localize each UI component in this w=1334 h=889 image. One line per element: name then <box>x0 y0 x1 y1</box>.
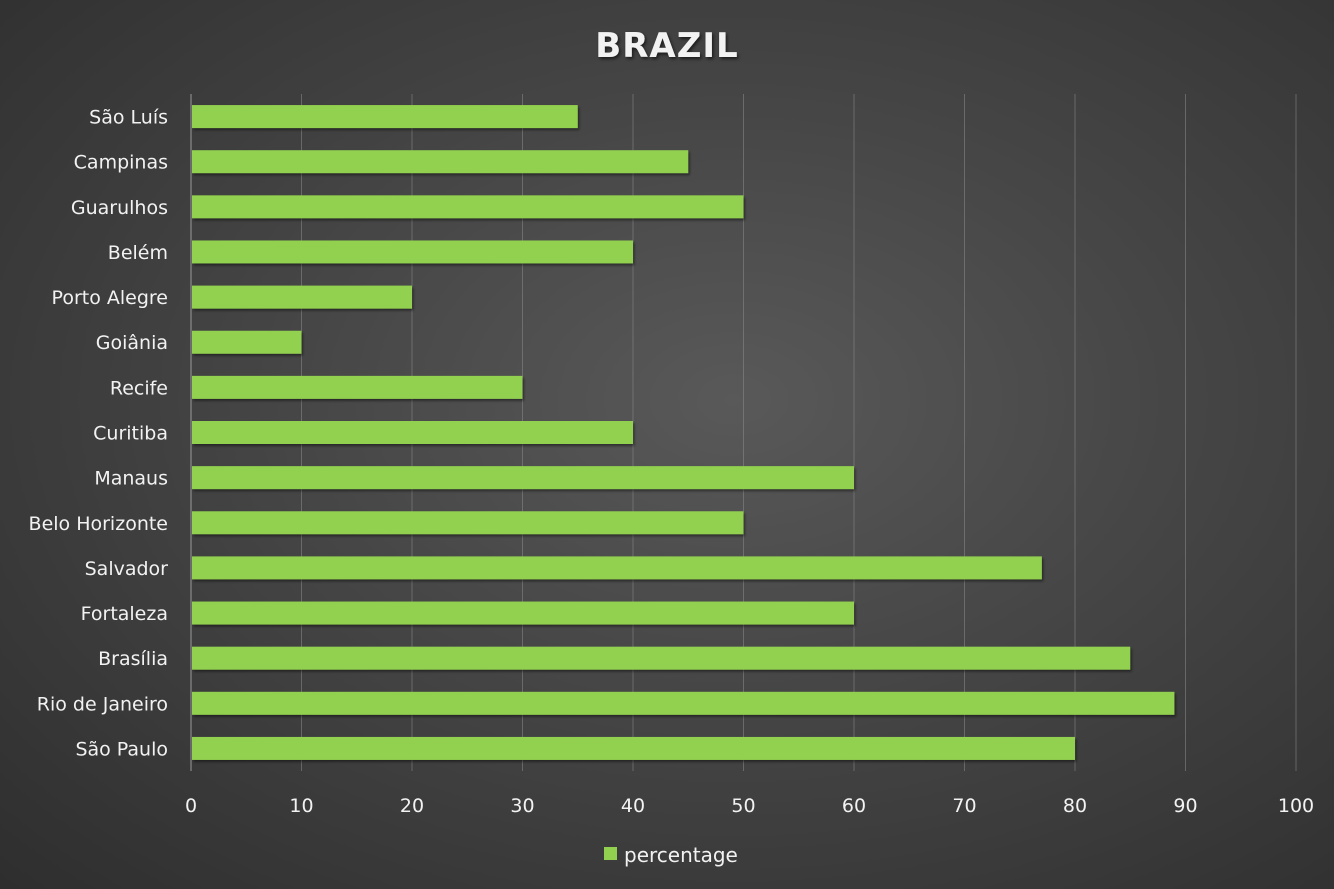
category-label: Guarulhos <box>71 197 168 219</box>
category-labels: São Luís Campinas Guarulhos Belém Porto Aleg… <box>29 107 169 761</box>
category-label: Recife <box>110 377 168 399</box>
bar <box>192 285 412 309</box>
bar <box>192 375 523 399</box>
category-label: São Paulo <box>75 738 168 760</box>
bar <box>192 691 1175 715</box>
x-tick-label: 90 <box>1173 795 1197 817</box>
x-tick-label: 10 <box>289 795 313 817</box>
bar <box>192 601 854 625</box>
legend: percentage <box>604 843 738 867</box>
legend-swatch <box>604 847 617 860</box>
bar <box>192 466 854 490</box>
category-label: Fortaleza <box>81 603 168 625</box>
bar <box>192 195 744 219</box>
category-label: São Luís <box>89 107 168 129</box>
category-label: Goiânia <box>96 332 168 354</box>
bar <box>192 150 689 174</box>
category-label: Manaus <box>94 468 168 490</box>
category-label: Curitiba <box>93 423 168 445</box>
chart-title: BRAZIL <box>595 26 738 66</box>
x-tick-labels: 0 10 20 30 40 50 60 70 80 90 100 <box>185 795 1314 817</box>
x-tick-label: 70 <box>952 795 976 817</box>
category-label: Brasília <box>98 648 168 670</box>
x-tick-label: 30 <box>510 795 534 817</box>
bar <box>192 736 1075 760</box>
bar <box>192 240 633 264</box>
category-label: Belo Horizonte <box>29 513 168 535</box>
category-label: Rio de Janeiro <box>37 693 168 715</box>
bars <box>192 105 1175 760</box>
bar <box>192 556 1042 580</box>
category-label: Salvador <box>85 558 169 580</box>
x-tick-label: 80 <box>1063 795 1087 817</box>
x-tick-label: 20 <box>400 795 424 817</box>
x-tick-label: 100 <box>1278 795 1314 817</box>
x-tick-label: 50 <box>731 795 755 817</box>
x-tick-label: 60 <box>842 795 866 817</box>
bar <box>192 330 302 354</box>
x-tick-label: 0 <box>185 795 197 817</box>
category-label: Porto Alegre <box>52 287 168 309</box>
category-label: Belém <box>108 242 168 264</box>
bar <box>192 646 1131 670</box>
bar <box>192 511 744 535</box>
bar <box>192 421 633 444</box>
bar <box>192 105 578 129</box>
x-tick-label: 40 <box>621 795 645 817</box>
legend-label-percentage: percentage <box>624 843 738 867</box>
category-label: Campinas <box>74 152 168 174</box>
